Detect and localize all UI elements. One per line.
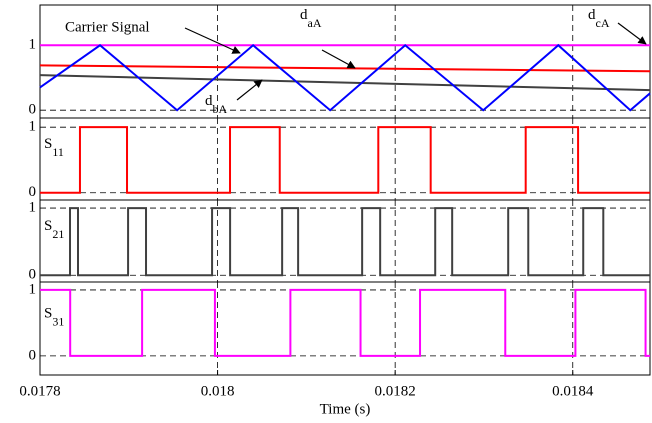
label-sub: 31 — [52, 314, 64, 328]
y-axis-label: S31 — [44, 306, 64, 328]
y-tick-label: 0 — [29, 347, 37, 363]
panel-frame — [39, 199, 651, 283]
series-line — [39, 43, 651, 112]
y-tick-label: 1 — [29, 37, 37, 53]
x-tick-label: 0.0182 — [375, 383, 416, 399]
label-main: d — [300, 7, 308, 23]
x-axis-label: Time (s) — [320, 401, 371, 417]
series-line — [40, 288, 650, 357]
label-main: S — [44, 218, 52, 234]
series-line — [40, 126, 650, 194]
series-line — [39, 64, 651, 73]
y-axis-label: S11 — [44, 136, 64, 158]
label-sub: aA — [308, 16, 322, 30]
y-tick-label: 0 — [29, 267, 37, 283]
x-tick-label: 0.0184 — [552, 383, 594, 399]
label-main: S — [44, 136, 52, 152]
label-main: d — [205, 93, 213, 109]
arrow — [617, 22, 647, 45]
arrow — [321, 49, 356, 69]
y-tick-label: 0 — [29, 102, 37, 118]
x-tick-label: 0.0178 — [19, 383, 60, 399]
annotation: dcA — [588, 7, 610, 29]
annotation: dbA — [205, 93, 228, 115]
series-line — [40, 207, 650, 277]
label-main: d — [588, 7, 596, 23]
y-tick-label: 1 — [29, 119, 37, 135]
label-sub: cA — [596, 16, 610, 30]
y-axis-label: S21 — [44, 218, 64, 240]
y-tick-label: 1 — [29, 281, 37, 297]
arrow — [184, 27, 241, 54]
label-sub: 21 — [52, 227, 64, 241]
annotation: daA — [300, 7, 322, 29]
y-tick-label: 1 — [29, 200, 37, 216]
label-main: S — [44, 306, 52, 322]
x-tick-label: 0.018 — [201, 383, 235, 399]
arrow — [236, 79, 263, 101]
label-sub: 11 — [52, 145, 64, 159]
y-tick-label: 0 — [29, 184, 37, 200]
series-line — [39, 74, 651, 92]
label-sub: bA — [213, 102, 228, 116]
panel-frame — [39, 281, 651, 376]
panel-frame — [39, 117, 651, 201]
annotation: Carrier Signal — [65, 19, 150, 35]
